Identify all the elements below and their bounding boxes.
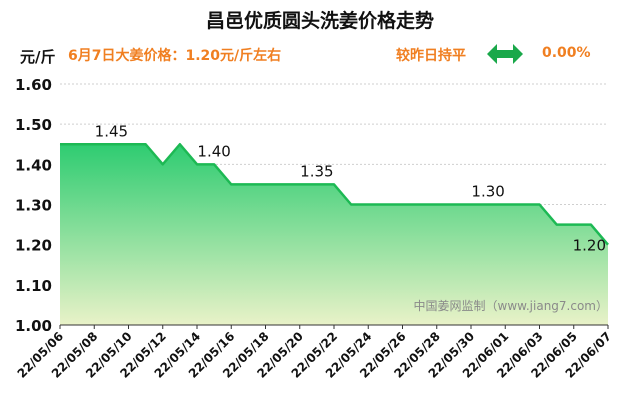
price-summary: 6月7日大姜价格：1.20元/斤左右 xyxy=(68,48,282,64)
y-axis-unit-label: 元/斤 xyxy=(20,48,56,66)
change-percent: 0.00% xyxy=(542,45,591,61)
price-area-fill xyxy=(60,144,608,325)
compare-text: 较昨日持平 xyxy=(396,48,466,64)
data-label: 1.45 xyxy=(95,122,128,140)
data-label: 1.40 xyxy=(197,142,230,160)
y-tick-label: 1.60 xyxy=(15,76,52,94)
data-label: 1.30 xyxy=(471,183,504,201)
y-tick-label: 1.20 xyxy=(15,237,52,255)
y-tick-label: 1.00 xyxy=(15,317,52,335)
y-tick-label: 1.30 xyxy=(15,197,52,215)
y-tick-label: 1.10 xyxy=(15,277,52,295)
data-label: 1.20 xyxy=(573,237,606,255)
y-tick-label: 1.50 xyxy=(15,116,52,134)
double-arrow-icon xyxy=(487,44,523,64)
data-label: 1.35 xyxy=(300,162,333,180)
y-tick-label: 1.40 xyxy=(15,156,52,174)
watermark-text: 中国姜网监制（www.jiang7.com） xyxy=(414,298,608,313)
chart-title: 昌邑优质圆头洗姜价格走势 xyxy=(205,10,434,32)
